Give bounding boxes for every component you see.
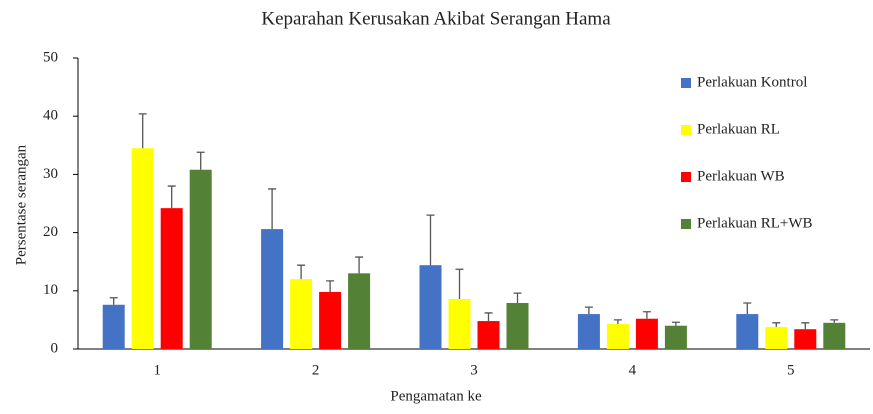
error-bar	[801, 322, 810, 330]
error-bar	[484, 312, 493, 322]
y-tick-label: 0	[51, 340, 59, 356]
error-bar	[455, 268, 464, 299]
bar	[102, 304, 125, 349]
legend-swatch	[681, 78, 691, 88]
bar	[823, 322, 846, 349]
x-tick-label: 5	[787, 362, 795, 378]
bar	[635, 318, 658, 349]
error-bar	[584, 306, 593, 315]
error-bar	[830, 319, 839, 323]
error-bar	[426, 214, 435, 266]
legend-swatch	[681, 172, 691, 182]
bar	[606, 323, 629, 349]
bar	[794, 329, 817, 349]
bar	[348, 273, 371, 349]
bar	[448, 298, 471, 349]
legend-label: Perlakuan RL	[697, 121, 780, 137]
x-tick-label: 1	[153, 362, 161, 378]
error-bar	[196, 151, 205, 170]
x-axis-label: Pengamatan ke	[390, 388, 482, 404]
error-bar	[743, 302, 752, 315]
x-tick-label: 3	[470, 362, 478, 378]
bar	[477, 321, 500, 349]
bar	[419, 265, 442, 349]
bar	[506, 303, 529, 349]
error-bar	[671, 321, 680, 326]
error-bar	[642, 311, 651, 319]
bar	[189, 169, 212, 349]
error-bar	[297, 264, 306, 280]
error-bar	[138, 113, 147, 149]
y-tick-label: 40	[43, 108, 58, 124]
y-tick-label: 10	[43, 282, 58, 298]
x-tick-label: 2	[312, 362, 320, 378]
y-axis-label: Persentase serangan	[13, 144, 29, 265]
legend-label: Perlakuan WB	[697, 168, 785, 184]
legend-label: Perlakuan Kontrol	[697, 74, 807, 90]
error-bar	[613, 319, 622, 324]
bar	[290, 279, 313, 349]
y-tick-label: 20	[43, 224, 58, 240]
y-tick-label: 30	[43, 166, 58, 182]
bar	[577, 314, 600, 349]
bar	[131, 148, 154, 349]
legend-swatch	[681, 219, 691, 229]
error-bar	[772, 322, 781, 327]
error-bar	[513, 292, 522, 304]
chart-title: Keparahan Kerusakan Akibat Serangan Hama	[261, 8, 611, 29]
error-bar	[167, 185, 176, 209]
error-bar	[326, 280, 335, 292]
legend-label: Perlakuan RL+WB	[697, 215, 813, 231]
error-bar	[355, 256, 364, 274]
y-tick-label: 50	[43, 49, 58, 65]
legend-swatch	[681, 125, 691, 135]
error-bar	[109, 297, 118, 305]
bar	[319, 291, 342, 349]
bar	[664, 325, 687, 349]
x-tick-label: 4	[629, 362, 637, 378]
bar	[736, 314, 759, 349]
error-bar	[268, 188, 277, 230]
bar	[765, 326, 788, 349]
bar	[261, 229, 284, 349]
bar	[160, 208, 183, 349]
